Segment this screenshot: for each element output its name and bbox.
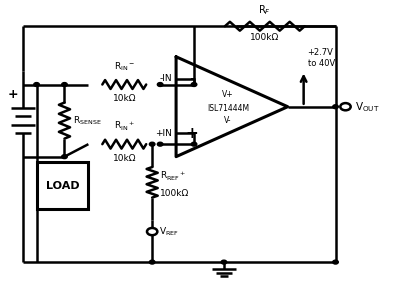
Bar	[36, 162, 88, 209]
Text: R$_F$: R$_F$	[258, 3, 271, 17]
Text: R$_\mathregular{REF}$$^+$: R$_\mathregular{REF}$$^+$	[160, 170, 187, 183]
Text: 10kΩ: 10kΩ	[112, 94, 136, 103]
Text: +: +	[186, 126, 198, 141]
Circle shape	[149, 260, 155, 264]
Text: -IN: -IN	[160, 74, 172, 84]
Text: -: -	[189, 72, 195, 86]
Circle shape	[62, 155, 67, 158]
Text: 100kΩ: 100kΩ	[250, 33, 279, 42]
Text: LOAD: LOAD	[46, 181, 79, 191]
Circle shape	[157, 142, 163, 146]
Text: 100kΩ: 100kΩ	[160, 189, 189, 198]
Circle shape	[34, 83, 39, 86]
Text: R$_\mathregular{IN}$$^+$: R$_\mathregular{IN}$$^+$	[114, 120, 135, 133]
Circle shape	[62, 83, 67, 86]
Text: 10kΩ: 10kΩ	[112, 154, 136, 163]
Circle shape	[191, 83, 197, 86]
Text: +IN: +IN	[155, 129, 172, 138]
Circle shape	[333, 105, 338, 109]
Text: +2.7V
to 40V: +2.7V to 40V	[308, 48, 335, 68]
Text: V-: V-	[224, 116, 232, 125]
Text: V$_\mathregular{OUT}$: V$_\mathregular{OUT}$	[355, 100, 379, 114]
Text: R$_\mathregular{SENSE}$: R$_\mathregular{SENSE}$	[73, 114, 102, 127]
Text: V$_\mathregular{REF}$: V$_\mathregular{REF}$	[159, 225, 179, 238]
Circle shape	[157, 83, 163, 86]
Text: R$_\mathregular{IN}$$^-$: R$_\mathregular{IN}$$^-$	[114, 61, 135, 74]
Text: ISL71444M: ISL71444M	[207, 104, 249, 113]
Text: V+: V+	[222, 90, 234, 99]
Circle shape	[191, 142, 197, 146]
Text: +: +	[7, 88, 18, 101]
Circle shape	[333, 260, 338, 264]
Circle shape	[149, 142, 155, 146]
Circle shape	[221, 260, 227, 264]
